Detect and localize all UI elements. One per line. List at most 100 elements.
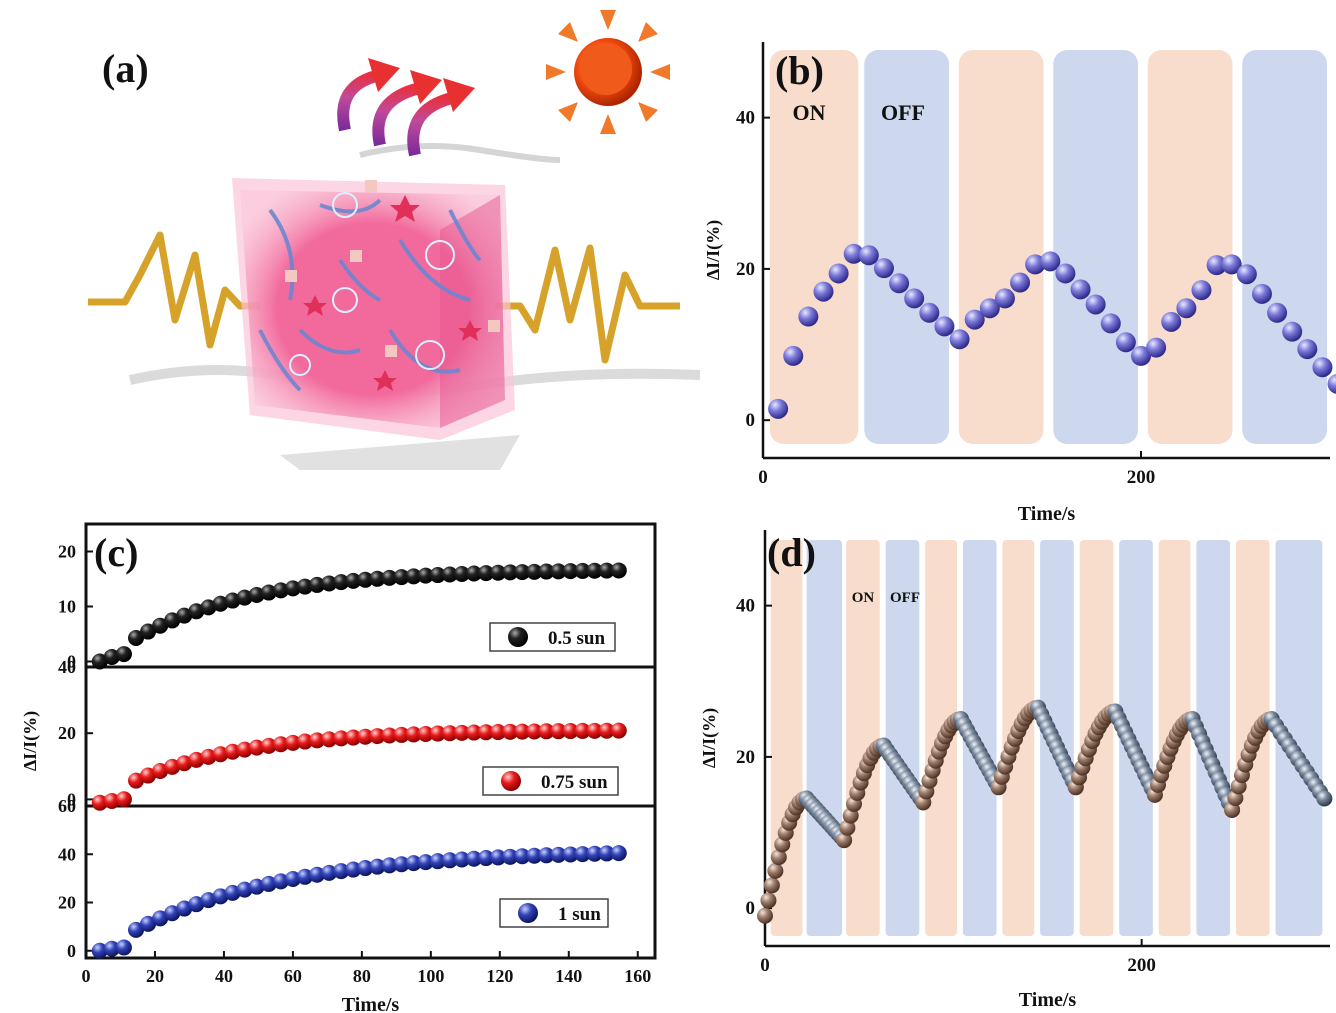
data-point [128,921,145,938]
data-point [152,617,169,634]
panel-c-label: (c) [94,530,138,575]
data-point [309,732,326,749]
data-point [321,575,338,592]
data-point [550,846,567,863]
data-point [526,847,543,864]
data-point [164,612,181,629]
data-point [236,881,253,898]
data-point [248,586,265,603]
band-off-1 [864,50,949,444]
data-point [441,566,458,583]
data-point [1297,339,1318,360]
y-tick-label: 0 [67,941,76,961]
data-point [783,345,804,366]
y-tick-label: 20 [58,893,76,913]
data-point [1282,321,1303,342]
data-point [164,905,181,922]
frame [84,522,657,960]
y-tick-label: 0 [746,410,756,431]
data-point [598,722,615,739]
data-point [836,832,853,849]
y-tick-label: 0 [67,789,76,809]
y-tick-label: 40 [58,844,76,864]
data-point [284,580,301,597]
data-point [586,722,603,739]
data-point [393,569,410,586]
data-point [610,562,627,579]
legend-marker [518,903,538,923]
data-point [128,772,145,789]
data-point [904,288,925,309]
data-point [369,728,386,745]
data-point [562,846,579,863]
data-point [934,316,955,337]
y-tick-label: 40 [58,657,76,677]
data-point [979,298,1000,319]
x-tick-label: 160 [624,966,651,986]
data-point [357,571,374,588]
data-point [176,607,193,624]
band-on-4 [1147,50,1233,444]
data-point [1025,254,1046,275]
data-point [964,309,985,330]
x-tick-label: 80 [353,966,371,986]
data-point [514,564,531,581]
data-point [949,329,970,350]
x-tick-label: 0 [760,955,770,976]
data-point [272,873,289,890]
data-point [465,724,482,741]
data-point [248,739,265,756]
data-point [562,563,579,580]
data-point [598,845,615,862]
y-tick-label: 0 [746,898,756,919]
data-point [502,723,519,740]
panel-b-label: (b) [775,48,824,93]
data-point [212,746,229,763]
data-point [610,845,627,862]
data-point [333,574,350,591]
data-point [115,791,132,808]
data-point [140,623,157,640]
y-tick-label: 20 [736,747,755,768]
data-point [478,724,495,741]
data-point [103,940,120,957]
data-point [490,724,507,741]
data-point [1236,264,1257,285]
band-off-11 [1196,540,1231,936]
data-point [843,243,864,264]
data-point [538,847,555,864]
data-point [1327,374,1336,394]
data-point [321,864,338,881]
hydrogel-cube [232,178,515,440]
data-point [296,868,313,885]
data-point [490,849,507,866]
data-point [164,758,181,775]
band-on-0 [770,540,803,936]
data-point [224,592,241,609]
data-point [574,722,591,739]
data-point [1176,298,1197,319]
data-point [333,730,350,747]
data-point [514,723,531,740]
data-point [103,792,120,809]
band-off-5 [1242,50,1327,444]
data-point [115,939,132,956]
data-point [889,273,910,294]
band-on-0 [769,50,859,444]
y-axis-label: ΔI/I(%) [20,711,41,771]
data-point [140,915,157,932]
data-point [345,729,362,746]
data-point [260,584,277,601]
data-point [296,578,313,595]
data-point [381,727,398,744]
data-point [1040,251,1061,272]
panel-d-label: (d) [767,530,816,575]
data-point [1070,279,1091,300]
y-tick-label: 10 [58,597,76,617]
data-point [188,603,205,620]
data-point [296,733,313,750]
x-tick-label: 40 [215,966,233,986]
data-point [1115,332,1136,353]
data-point [345,861,362,878]
data-point [839,819,856,836]
